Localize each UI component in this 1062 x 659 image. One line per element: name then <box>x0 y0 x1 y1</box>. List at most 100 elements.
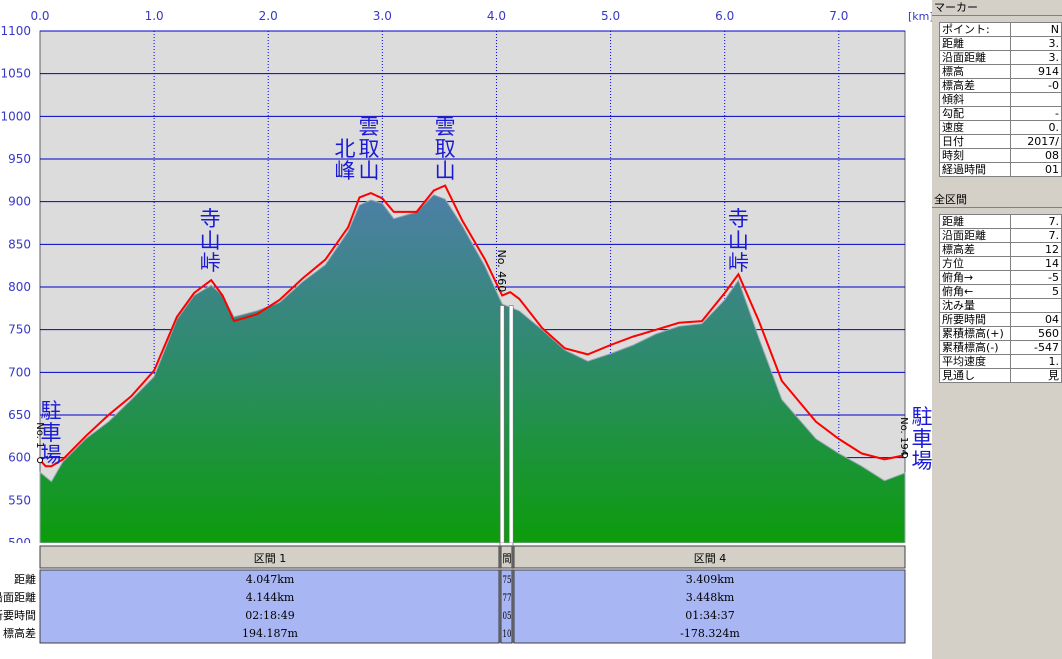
summary-section-header: 全区間 <box>932 192 1062 208</box>
endpoint-label: 場 <box>41 443 62 467</box>
marker-label: 標高 <box>939 64 1011 79</box>
endpoint-label: 駐 <box>912 405 933 429</box>
x-tick-label: 3.0 <box>373 9 392 23</box>
marker-label: 日付 <box>939 134 1011 149</box>
summary-value: 04 <box>1010 312 1062 327</box>
segment-4-elevation-diff: -178.324m <box>680 627 740 640</box>
marker-line[interactable] <box>508 305 514 544</box>
segment-4-title: 区間 4 <box>694 552 727 565</box>
x-tick-label: 6.0 <box>715 9 734 23</box>
marker-value: 2017/ <box>1010 134 1062 149</box>
marker-row: 時刻 08 <box>939 148 1062 163</box>
marker-label: 傾斜 <box>939 92 1011 107</box>
marker-label: 沿面距離 <box>939 50 1011 65</box>
summary-label: 所要時間 <box>939 312 1011 327</box>
marker-row: 速度 0. <box>939 120 1062 135</box>
peak-label: 山 <box>200 229 221 253</box>
marker-label: 勾配 <box>939 106 1011 121</box>
peak-label: 雲 <box>359 115 380 139</box>
segment-row-labels: 距離 沿面距離 所要時間 標高差 <box>0 572 36 640</box>
summary-value: 5 <box>1010 284 1062 299</box>
endpoint-marker[interactable] <box>37 457 43 464</box>
segment-mid-value-cells: 75 77 05 10 <box>503 575 512 640</box>
marker-row: 標高差 -0 <box>939 78 1062 93</box>
summary-label: 標高差 <box>939 242 1011 257</box>
summary-value: 見 <box>1010 368 1062 383</box>
peak-label: 取 <box>359 137 380 161</box>
peak-label: 山 <box>435 159 456 183</box>
summary-label: 俯角→ <box>939 270 1011 285</box>
peak-label: 北 <box>335 137 356 161</box>
marker-line[interactable] <box>499 305 505 544</box>
segment-mid-elevation-diff: 10 <box>503 629 512 640</box>
marker-value: 01 <box>1010 162 1062 177</box>
marker-value: 3. <box>1010 50 1062 65</box>
summary-row: 所要時間 04 <box>939 312 1062 327</box>
marker-row: 傾斜 <box>939 92 1062 107</box>
segment-1-header[interactable] <box>39 545 500 569</box>
row-label-elevation-diff: 標高差 <box>3 626 36 640</box>
track-line <box>39 184 906 468</box>
marker-label: 時刻 <box>939 148 1011 163</box>
x-tick-label: 2.0 <box>259 9 278 23</box>
terrain-area-fill <box>39 194 906 544</box>
marker-row: 経過時間 01 <box>939 162 1062 177</box>
side-panel: マーカー ポイント: N 距離 3. 沿面距離 3. 標高 914 標高差 -0 傾斜 勾配 - 速度 0.… <box>932 0 1062 659</box>
marker-row: 勾配 - <box>939 106 1062 121</box>
segment-1-values <box>39 569 500 644</box>
y-tick-label: 600 <box>8 451 31 465</box>
marker-line: No. 460 <box>495 250 514 544</box>
marker-label: 距離 <box>939 36 1011 51</box>
y-tick-label: 800 <box>8 280 31 294</box>
peak-label: 山 <box>728 229 749 253</box>
segment-1-elevation-diff: 194.187m <box>242 627 298 640</box>
y-tick-label: 900 <box>8 195 31 209</box>
segment-mid-header[interactable] <box>500 545 513 569</box>
summary-row: 方位 14 <box>939 256 1062 271</box>
summary-value: 12 <box>1010 242 1062 257</box>
row-label-surface-distance: 沿面距離 <box>0 590 36 604</box>
row-label-distance: 距離 <box>14 572 36 586</box>
summary-label: 累積標高(-) <box>939 340 1011 355</box>
peak-label: 寺 <box>200 207 221 231</box>
summary-row: 距離 7. <box>939 214 1062 229</box>
endpoint-point-label: No. 194 <box>898 417 909 456</box>
x-tick-label: 0.0 <box>30 9 49 23</box>
summary-value: 14 <box>1010 256 1062 271</box>
segment-1-title: 区間 1 <box>254 552 287 565</box>
summary-value <box>1010 298 1062 313</box>
segment-4-header[interactable] <box>513 545 906 569</box>
y-tick-label: 750 <box>8 323 31 337</box>
segment-4-distance: 3.409km <box>686 573 735 586</box>
peak-label: 山 <box>359 159 380 183</box>
y-tick-label: 1050 <box>0 67 31 81</box>
segment-4-value-cells: 3.409km 3.448km 01:34:37 -178.324m <box>680 573 740 640</box>
marker-value: 914 <box>1010 64 1062 79</box>
marker-value: -0 <box>1010 78 1062 93</box>
marker-label: 標高差 <box>939 78 1011 93</box>
marker-row: 距離 3. <box>939 36 1062 51</box>
summary-row: 俯角← 5 <box>939 284 1062 299</box>
marker-value: 0. <box>1010 120 1062 135</box>
segment-1-time: 02:18:49 <box>245 609 294 622</box>
peak-label: 雲 <box>435 115 456 139</box>
summary-value: 7. <box>1010 228 1062 243</box>
elevation-profile-chart[interactable]: 0.0 1.0 2.0 3.0 4.0 5.0 6.0 7.0 1100 1050 1000 950… <box>0 0 932 659</box>
x-axis-unit: [km] <box>908 10 932 23</box>
segment-1-value-cells: 4.047km 4.144km 02:18:49 194.187m <box>242 573 298 640</box>
x-tick-label: 4.0 <box>487 9 506 23</box>
row-label-time: 所要時間 <box>0 609 36 622</box>
x-tick-label: 1.0 <box>145 9 164 23</box>
marker-row: 日付 2017/ <box>939 134 1062 149</box>
marker-label: ポイント: <box>939 22 1011 37</box>
marker-label: 経過時間 <box>939 162 1011 177</box>
segment-mid-time: 05 <box>503 611 512 622</box>
terrain-area <box>39 194 906 544</box>
summary-label: 見通し <box>939 368 1011 383</box>
summary-row: 累積標高(-) -547 <box>939 340 1062 355</box>
segment-4-values <box>513 569 906 644</box>
summary-label: 沿面距離 <box>939 228 1011 243</box>
y-tick-label: 1100 <box>0 24 31 38</box>
endpoint-marker[interactable] <box>902 452 908 459</box>
